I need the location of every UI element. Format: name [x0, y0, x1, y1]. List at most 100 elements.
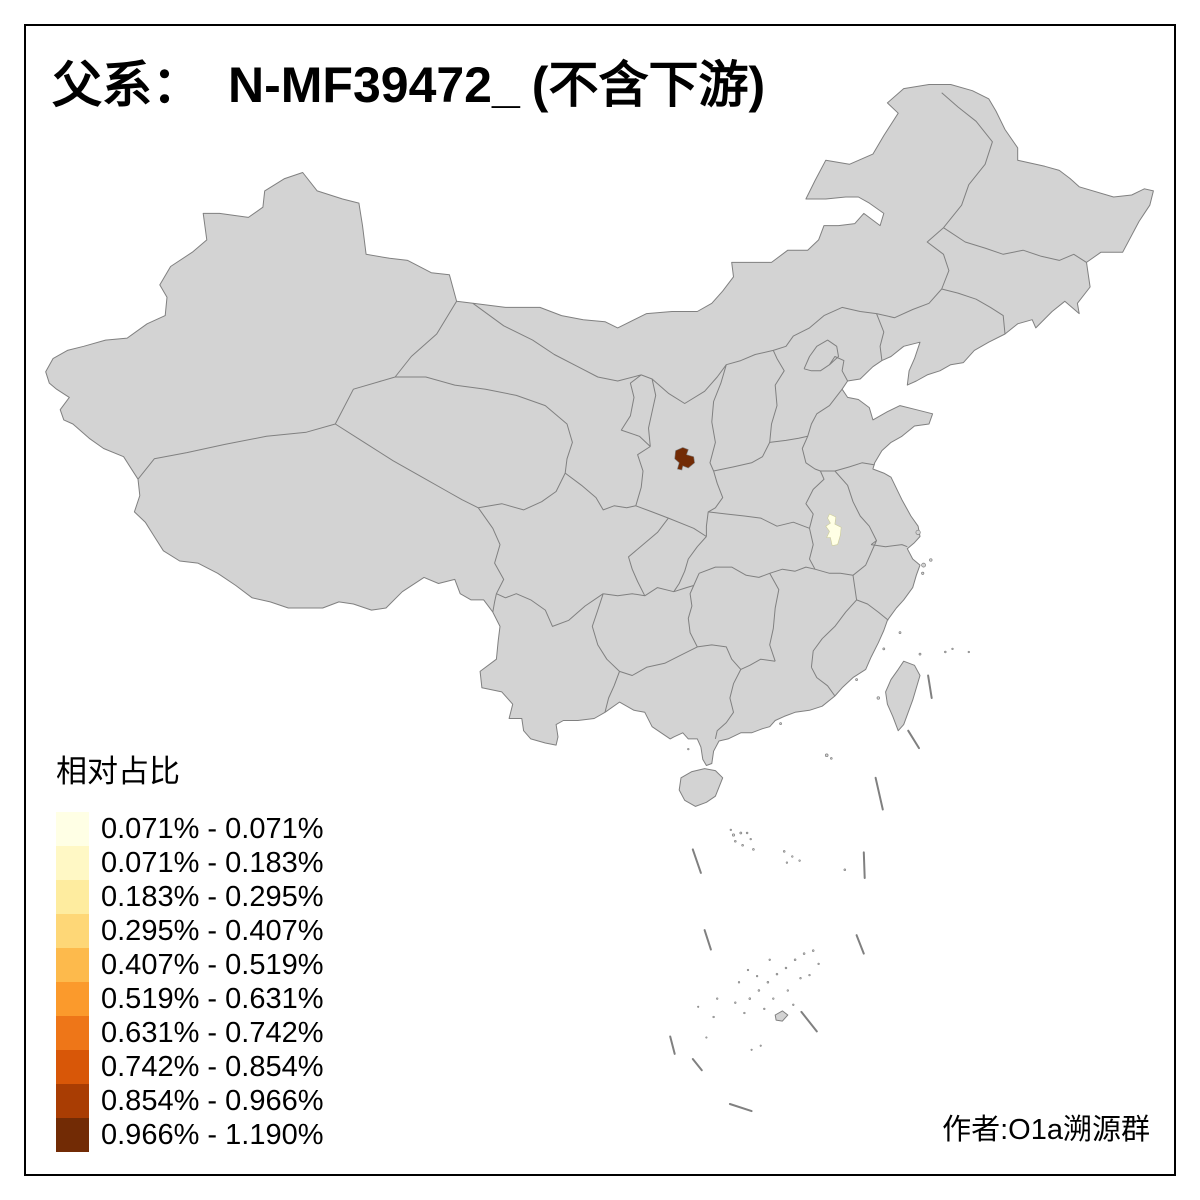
- islet: [739, 831, 743, 835]
- islet: [855, 678, 858, 681]
- islet: [779, 722, 782, 725]
- islet: [799, 977, 802, 980]
- legend-row: 0.742% - 0.854%: [56, 1050, 323, 1084]
- legend-range-label: 0.407% - 0.519%: [101, 948, 324, 981]
- province-border: [137, 301, 458, 480]
- islet: [921, 571, 925, 575]
- province-border: [635, 446, 651, 506]
- legend-swatch: [56, 1016, 89, 1050]
- legend-range-label: 0.631% - 0.742%: [101, 1016, 324, 1049]
- province-border: [740, 658, 776, 670]
- province-border: [856, 599, 889, 621]
- islet: [791, 855, 794, 858]
- south-china-sea-islands: [687, 529, 970, 1051]
- islet: [712, 1015, 715, 1019]
- province-border: [805, 470, 825, 529]
- legend-range-label: 0.183% - 0.295%: [101, 880, 324, 913]
- islet: [743, 1011, 746, 1015]
- page-title: 父系： N-MF39472_ (不含下游): [52, 58, 765, 113]
- province-border: [628, 517, 669, 597]
- legend-range-label: 0.071% - 0.183%: [101, 846, 324, 879]
- province-border: [769, 566, 816, 574]
- legend-row: 0.407% - 0.519%: [56, 948, 323, 982]
- legend-row: 0.966% - 1.190%: [56, 1118, 323, 1152]
- title-prefix: 父系：: [52, 57, 202, 113]
- province-border: [809, 528, 816, 570]
- province-border: [810, 667, 836, 697]
- dash-segment: [669, 1035, 676, 1055]
- islet: [759, 1044, 762, 1047]
- islet: [755, 974, 759, 978]
- legend-swatch: [56, 1050, 89, 1084]
- province-border: [852, 575, 858, 600]
- dash-segment: [703, 929, 712, 951]
- china-mainland: [45, 84, 1154, 766]
- province-border: [801, 388, 875, 472]
- province-border: [564, 472, 636, 511]
- islet: [697, 1005, 700, 1008]
- islet: [929, 558, 933, 562]
- province-border: [698, 566, 770, 578]
- islet: [782, 850, 786, 853]
- legend-title: 相对占比: [56, 754, 180, 789]
- islet: [798, 859, 801, 862]
- china-landmass: [45, 84, 1154, 1051]
- islet: [843, 868, 847, 872]
- islet: [741, 844, 744, 847]
- legend-rows: 0.071% - 0.071% 0.071% - 0.183% 0.183% - 0…: [56, 812, 323, 1152]
- islet: [766, 981, 770, 984]
- legend-swatch: [56, 880, 89, 914]
- province-border: [496, 593, 604, 627]
- islet: [734, 1001, 737, 1004]
- islet: [705, 1036, 708, 1039]
- legend-row: 0.631% - 0.742%: [56, 1016, 323, 1050]
- province-border: [591, 593, 620, 672]
- legend-range-label: 0.295% - 0.407%: [101, 914, 324, 947]
- islet: [830, 757, 833, 760]
- islet: [750, 1048, 753, 1051]
- province-border: [619, 646, 698, 676]
- legend-range-label: 0.742% - 0.854%: [101, 1050, 324, 1083]
- islet: [967, 650, 970, 654]
- province-border: [395, 376, 573, 474]
- province-border: [709, 364, 727, 472]
- taiwan-island: [885, 660, 921, 732]
- islet: [808, 973, 811, 977]
- legend-range-label: 0.071% - 0.071%: [101, 812, 324, 845]
- spratly-island: [774, 1010, 789, 1022]
- highlight-region-low: [825, 513, 842, 547]
- dash-segment: [691, 1058, 703, 1072]
- province-border: [708, 511, 810, 529]
- legend-swatch: [56, 982, 89, 1016]
- province-borders: [137, 92, 1087, 740]
- islet: [746, 968, 750, 972]
- dash-segment: [874, 776, 884, 811]
- islet: [915, 529, 921, 535]
- author-credit: 作者:O1a溯源群: [942, 1114, 1150, 1146]
- islet: [817, 962, 820, 966]
- islet: [687, 747, 690, 751]
- province-border: [603, 585, 694, 597]
- legend-row: 0.183% - 0.295%: [56, 880, 323, 914]
- islet: [772, 997, 775, 1000]
- province-border: [713, 350, 785, 472]
- dash-segment: [800, 1010, 818, 1033]
- province-border: [714, 669, 742, 740]
- legend-row: 0.854% - 0.966%: [56, 1084, 323, 1118]
- islet: [921, 562, 926, 568]
- legend-swatch: [56, 914, 89, 948]
- plot-frame: [24, 24, 1176, 1176]
- province-border: [335, 423, 479, 509]
- dash-segment: [862, 851, 866, 879]
- legend: 相对占比 0.071% - 0.071% 0.071% - 0.183% 0.183…: [56, 746, 323, 1152]
- islet: [731, 833, 736, 837]
- legend-row: 0.519% - 0.631%: [56, 982, 323, 1016]
- title-haplogroup: N-MF39472_: [228, 57, 520, 113]
- islet: [757, 989, 761, 992]
- islet: [792, 1003, 795, 1006]
- province-border: [829, 356, 849, 382]
- legend-swatch: [56, 1084, 89, 1118]
- islet: [784, 966, 788, 970]
- province-border: [769, 573, 780, 662]
